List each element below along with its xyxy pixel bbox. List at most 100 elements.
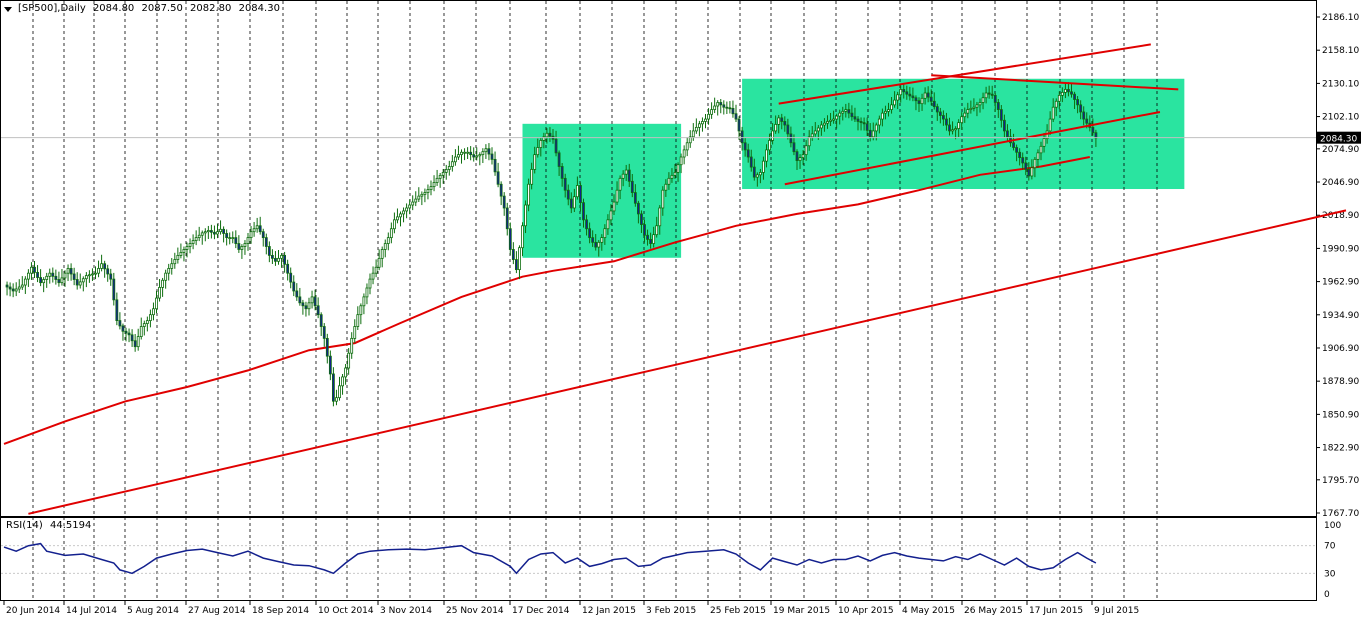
candle-body xyxy=(905,91,909,95)
candle-body xyxy=(322,326,326,339)
candle-body xyxy=(707,113,710,120)
candle-body xyxy=(45,275,49,280)
candle-body xyxy=(902,89,906,93)
candle-body xyxy=(795,151,799,161)
candle-body xyxy=(560,166,564,179)
candle-body xyxy=(286,263,290,274)
candle-body xyxy=(298,296,302,304)
candle-body xyxy=(487,148,491,155)
candle-body xyxy=(243,243,247,247)
price-tag-text: 2084.30 xyxy=(1320,135,1357,145)
y-tick-label: 1795.70 xyxy=(1322,476,1359,486)
candle-body xyxy=(78,281,82,286)
candle-body xyxy=(563,177,567,191)
y-tick-label: 1767.70 xyxy=(1322,509,1359,519)
candle-body xyxy=(615,189,619,203)
candle-body xyxy=(923,92,927,99)
candle-body xyxy=(191,240,195,244)
candle-body xyxy=(188,243,192,247)
trend-line-1 xyxy=(28,209,1347,515)
candle-body xyxy=(530,169,534,185)
candle-body xyxy=(493,158,497,173)
moving-average-line xyxy=(3,156,1090,445)
candle-body xyxy=(399,213,402,218)
x-tick-label: 26 May 2015 xyxy=(964,606,1023,616)
candle-body xyxy=(438,174,442,179)
candle-body xyxy=(94,272,97,275)
candle-body xyxy=(237,243,241,250)
candle-body xyxy=(1091,126,1095,134)
candle-body xyxy=(1076,99,1079,106)
candle-body xyxy=(960,116,964,124)
x-tick-label: 27 Aug 2014 xyxy=(188,606,246,616)
candle-body xyxy=(435,177,439,183)
candle-body xyxy=(408,204,412,209)
candle-body xyxy=(472,154,476,158)
candle-body xyxy=(719,102,723,106)
candle-body xyxy=(301,302,305,307)
candle-body xyxy=(173,259,177,265)
candle-body xyxy=(759,172,762,176)
candle-body xyxy=(618,177,622,191)
candle-body xyxy=(30,266,33,274)
price-tag-bg xyxy=(1317,131,1361,144)
candle-body xyxy=(347,352,351,369)
candle-body xyxy=(823,122,826,126)
candle-body xyxy=(701,121,704,125)
candle-body xyxy=(640,213,643,225)
window-menu-icon[interactable] xyxy=(4,7,12,12)
candle-body xyxy=(624,169,628,175)
x-tick-label: 14 Jul 2014 xyxy=(66,606,117,616)
candle-body xyxy=(313,296,317,307)
candle-body xyxy=(304,305,308,310)
candle-body xyxy=(1006,130,1009,138)
candle-body xyxy=(597,241,601,248)
candle-body xyxy=(264,237,268,247)
y-tick-label: 1878.90 xyxy=(1322,377,1359,387)
x-tick-label: 17 Dec 2014 xyxy=(512,606,570,616)
candle-body xyxy=(194,237,198,241)
candle-body xyxy=(643,224,646,236)
candle-body xyxy=(630,180,634,193)
candle-body xyxy=(386,237,390,244)
x-tick-label: 5 Aug 2014 xyxy=(127,606,179,616)
candle-body xyxy=(1015,147,1018,153)
chart-header: [SP500],Daily 2084.80 2087.50 2082.80 20… xyxy=(18,3,284,14)
candle-body xyxy=(396,216,399,221)
trend-line-3 xyxy=(784,110,1161,186)
candle-body xyxy=(106,268,110,275)
candle-body xyxy=(566,189,570,200)
candle-body xyxy=(1073,93,1076,100)
candle-body xyxy=(36,271,39,278)
candle-body xyxy=(856,118,860,122)
candle-body xyxy=(130,334,134,342)
candle-body xyxy=(261,231,265,239)
candle-body xyxy=(508,228,512,250)
candle-body xyxy=(100,263,103,269)
candle-body xyxy=(1036,152,1040,160)
candle-body xyxy=(783,121,787,126)
candle-body xyxy=(478,154,482,157)
candle-body xyxy=(216,231,219,235)
candle-body xyxy=(801,154,805,158)
candle-body xyxy=(603,228,607,239)
rsi-line xyxy=(3,542,1097,575)
candle-body xyxy=(124,330,128,334)
y-tick-label: 2074.90 xyxy=(1322,145,1359,155)
main-panel-frame xyxy=(0,0,1317,517)
candle-body xyxy=(987,92,991,95)
candle-body xyxy=(813,130,817,135)
candle-body xyxy=(572,196,576,209)
candle-body xyxy=(841,110,845,114)
candle-body xyxy=(219,228,222,233)
candle-body xyxy=(411,201,415,206)
candle-body xyxy=(694,126,698,132)
candle-body xyxy=(112,278,116,301)
candle-body xyxy=(310,296,314,304)
candle-body xyxy=(633,192,637,204)
candle-body xyxy=(26,272,30,280)
candle-body xyxy=(200,232,204,236)
candle-body xyxy=(539,140,543,148)
y-tick-label: 2046.90 xyxy=(1322,178,1359,188)
high-value: 2087.50 xyxy=(141,3,183,14)
